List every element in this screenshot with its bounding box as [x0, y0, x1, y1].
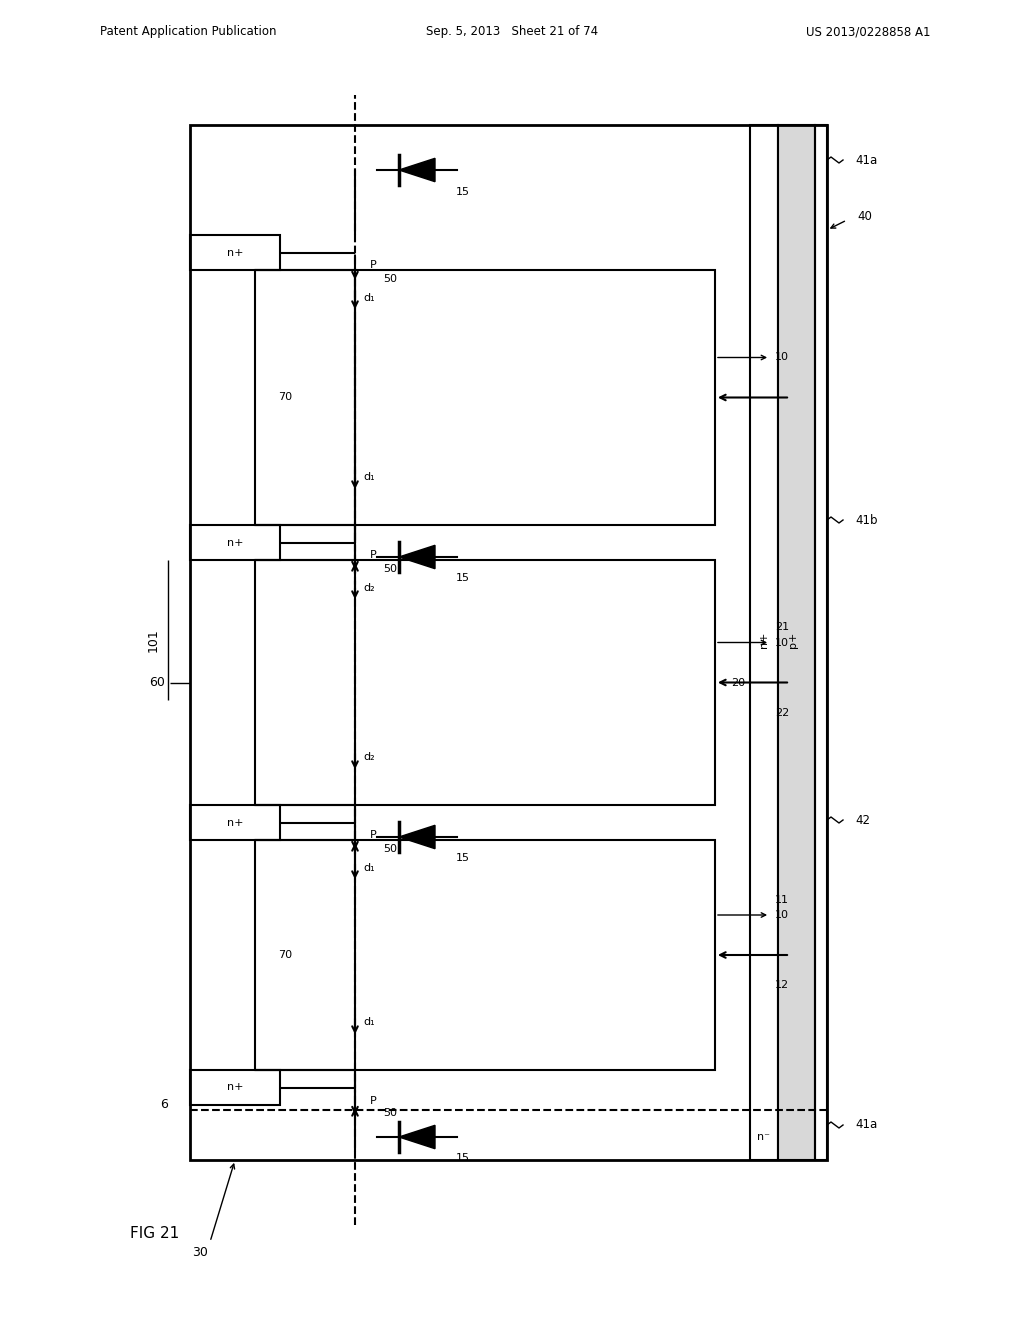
- Text: 40: 40: [857, 210, 871, 223]
- Text: n+: n+: [226, 248, 244, 257]
- Text: 6: 6: [160, 1098, 168, 1111]
- Text: Patent Application Publication: Patent Application Publication: [100, 25, 276, 38]
- Text: P: P: [370, 830, 377, 841]
- Text: d₂: d₂: [362, 583, 375, 593]
- Text: 22: 22: [775, 708, 790, 718]
- Text: 10: 10: [775, 909, 790, 920]
- Text: d₂: d₂: [362, 752, 375, 762]
- Text: n⁻: n⁻: [758, 1133, 770, 1142]
- Bar: [255, 271, 715, 525]
- Text: 15: 15: [456, 187, 470, 197]
- Text: n+: n+: [226, 537, 244, 548]
- Text: 50: 50: [383, 843, 397, 854]
- Text: 60: 60: [150, 676, 165, 689]
- Text: 30: 30: [193, 1246, 208, 1258]
- Text: 41a: 41a: [855, 1118, 878, 1131]
- Bar: [255, 840, 715, 1071]
- Text: 50: 50: [383, 564, 397, 573]
- Text: 42: 42: [855, 813, 870, 826]
- Text: P: P: [370, 260, 377, 271]
- Text: 12: 12: [775, 979, 790, 990]
- Text: 70: 70: [278, 392, 292, 403]
- Text: 15: 15: [456, 573, 470, 583]
- Text: 10: 10: [775, 638, 790, 648]
- Text: FIG 21: FIG 21: [130, 1225, 179, 1241]
- Text: 50: 50: [383, 273, 397, 284]
- Polygon shape: [399, 1125, 435, 1148]
- Text: 41a: 41a: [855, 153, 878, 166]
- Text: US 2013/0228858 A1: US 2013/0228858 A1: [806, 25, 930, 38]
- Text: n+: n+: [226, 817, 244, 828]
- Text: 20: 20: [731, 677, 745, 688]
- Text: p+: p+: [788, 632, 798, 648]
- Bar: [255, 560, 715, 805]
- Bar: [750, 125, 778, 1160]
- Text: 70: 70: [278, 950, 292, 960]
- Text: d₁: d₁: [362, 863, 375, 873]
- Text: P: P: [370, 1096, 377, 1106]
- Text: 10: 10: [775, 352, 790, 363]
- Polygon shape: [399, 545, 435, 569]
- Text: P: P: [370, 550, 377, 561]
- Text: 21: 21: [775, 623, 790, 632]
- Text: Sep. 5, 2013   Sheet 21 of 74: Sep. 5, 2013 Sheet 21 of 74: [426, 25, 598, 38]
- Text: n+: n+: [226, 1082, 244, 1093]
- Bar: [190, 805, 280, 840]
- Text: d₁: d₁: [362, 1016, 375, 1027]
- Text: 11: 11: [775, 895, 790, 906]
- Bar: [190, 1071, 280, 1105]
- Text: 50: 50: [383, 1109, 397, 1118]
- Text: 15: 15: [456, 1152, 470, 1163]
- Bar: [815, 125, 827, 1160]
- Text: n+: n+: [759, 632, 769, 648]
- Bar: [190, 235, 280, 271]
- Text: 41b: 41b: [855, 513, 878, 527]
- Bar: [778, 125, 815, 1160]
- Polygon shape: [399, 158, 435, 182]
- Text: d₁: d₁: [362, 293, 375, 304]
- Bar: [190, 125, 827, 1160]
- Text: 101: 101: [147, 628, 160, 652]
- Bar: [190, 525, 280, 560]
- Text: d₁: d₁: [362, 473, 375, 482]
- Text: 15: 15: [456, 853, 470, 863]
- Polygon shape: [399, 825, 435, 849]
